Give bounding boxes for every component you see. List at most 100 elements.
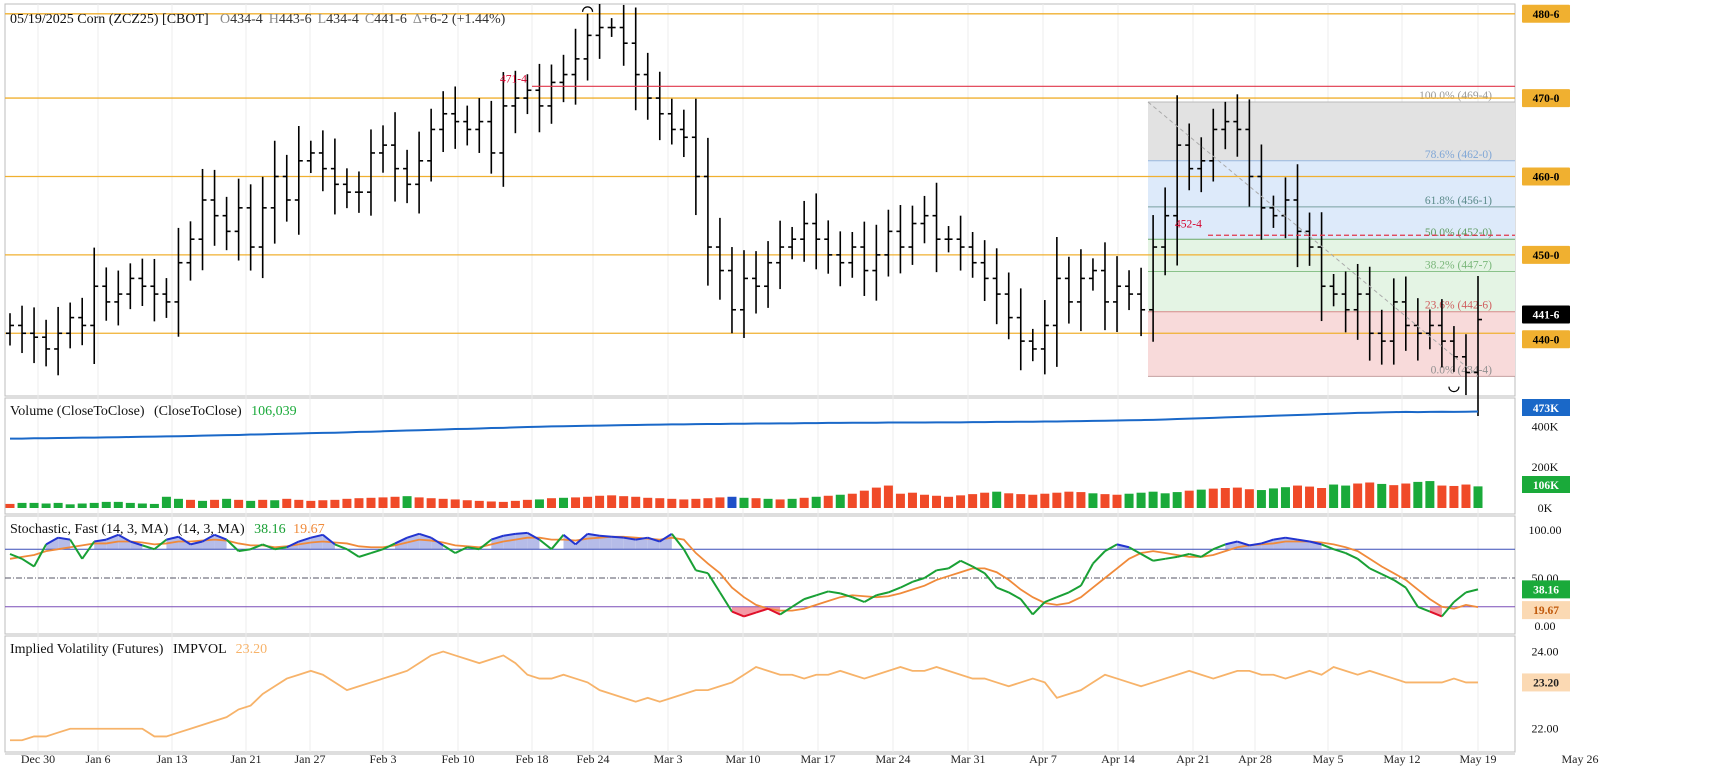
right-price-axis[interactable]: 480-6 470-0 460-0 450-0 440-0 441-6 400K 200K 0K… bbox=[1522, 4, 1570, 736]
stochastic-k-segment bbox=[1321, 543, 1334, 551]
stochastic-k-segment bbox=[803, 594, 817, 601]
stochastic-k-segment bbox=[623, 536, 636, 541]
ohlc-bar bbox=[342, 168, 351, 209]
volume-bar bbox=[1076, 492, 1086, 508]
volume-bar bbox=[631, 496, 641, 508]
overbought-fill bbox=[623, 537, 636, 550]
volume-bar bbox=[282, 498, 292, 508]
ohlc-bar bbox=[1052, 237, 1061, 367]
ohlc-bar bbox=[138, 258, 147, 306]
ohlc-bar bbox=[836, 231, 845, 287]
stochastic-k-segment bbox=[9, 553, 23, 560]
volume-bar bbox=[1112, 494, 1122, 508]
x-tick-label: Jan 21 bbox=[231, 752, 262, 766]
volume-bar bbox=[1052, 492, 1062, 508]
ohlc-bar bbox=[691, 98, 700, 216]
volume-bar bbox=[847, 493, 857, 508]
tag-iv-bg bbox=[1522, 673, 1570, 692]
stochastic-panel[interactable]: Stochastic, Fast (14, 3, MA) (14, 3, MA)… bbox=[5, 522, 1515, 618]
volume-panel[interactable]: Volume (CloseToClose) (CloseToClose) 106… bbox=[5, 404, 1483, 508]
stochastic-k-segment bbox=[996, 586, 1010, 594]
ohlc-bar bbox=[523, 74, 532, 115]
ohlc-bar bbox=[1064, 256, 1073, 324]
tag-450-text: 450-0 bbox=[1533, 250, 1560, 262]
gap-label: 452-4 bbox=[1175, 218, 1202, 230]
overbought-fill bbox=[599, 535, 612, 550]
stochastic-k-segment bbox=[358, 552, 372, 558]
volume-bar bbox=[1208, 488, 1218, 508]
stochastic-k-segment bbox=[117, 533, 131, 543]
ohlc-bar bbox=[860, 221, 869, 296]
ohlc-bar bbox=[306, 140, 315, 174]
stochastic-k-segment bbox=[346, 548, 360, 558]
ohlc-bar bbox=[102, 267, 111, 321]
stochastic-k-segment bbox=[936, 567, 949, 572]
volume-bar bbox=[932, 495, 942, 508]
volume-bar bbox=[1100, 494, 1110, 508]
volume-bar bbox=[1437, 485, 1447, 508]
volume-bar bbox=[1088, 493, 1098, 508]
ohlc-bar bbox=[1028, 328, 1037, 362]
ohlc-bar bbox=[1317, 212, 1326, 322]
volume-value: 106,039 bbox=[251, 404, 297, 419]
volume-bar bbox=[198, 500, 208, 508]
ohlc-bar bbox=[1125, 270, 1134, 311]
overbought-fill bbox=[515, 532, 528, 550]
ohlc-bar bbox=[595, 4, 604, 59]
fib-label: 50.0% (452-0) bbox=[1425, 227, 1492, 239]
stochastic-k-segment bbox=[274, 546, 287, 551]
price-panel[interactable]: 100.0% (469-4) 78.6% (462-0) 61.8% (456-1)… bbox=[5, 4, 1515, 416]
volume-bar bbox=[222, 498, 232, 508]
volume-bar bbox=[1124, 493, 1134, 508]
ohlc-bar bbox=[511, 70, 520, 134]
ohlc-bar bbox=[162, 278, 171, 318]
volume-bar bbox=[17, 502, 27, 508]
x-tick-label: May 19 bbox=[1460, 752, 1497, 766]
volume-bar bbox=[679, 499, 689, 508]
overbought-fill bbox=[190, 541, 203, 550]
fib-label: 100.0% (469-4) bbox=[1419, 90, 1492, 102]
ohlc-bar bbox=[896, 205, 905, 274]
ohlc-bar bbox=[90, 247, 99, 365]
ohlc-bar bbox=[583, 13, 592, 81]
stochastic-k-segment bbox=[635, 536, 648, 541]
volume-bar bbox=[414, 497, 424, 508]
stochastic-k-segment bbox=[707, 572, 721, 593]
volume-bar bbox=[450, 499, 460, 508]
stochastic-k-segment bbox=[33, 543, 47, 567]
x-tick-label: Dec 30 bbox=[21, 752, 55, 766]
stochastic-k-segment bbox=[298, 536, 312, 543]
stochastic-k-segment bbox=[1128, 546, 1142, 555]
stochastic-k-segment bbox=[491, 534, 504, 541]
date-axis[interactable]: Dec 30 Jan 6 Jan 13 Jan 21 Jan 27 Feb 3 Feb 10… bbox=[21, 752, 1599, 766]
ohlc-bar bbox=[884, 209, 893, 277]
stochastic-k-segment bbox=[81, 540, 96, 560]
ohlc-bar bbox=[920, 195, 929, 244]
tag-stoch-k-text: 38.16 bbox=[1533, 584, 1559, 596]
volume-bar bbox=[366, 497, 376, 508]
x-tick-label: Mar 17 bbox=[801, 752, 836, 766]
volume-bar bbox=[1341, 485, 1351, 508]
ohlc-bar bbox=[1197, 137, 1206, 193]
stochastic-k-segment bbox=[1237, 540, 1250, 547]
overbought-fill bbox=[1273, 537, 1286, 550]
ohlc-bar bbox=[1293, 164, 1302, 268]
implied-volatility-panel[interactable]: Implied Volatility (Futures) IMPVOL 23.2… bbox=[10, 642, 1478, 742]
ohlc-bar bbox=[932, 182, 941, 273]
stochastic-k-segment bbox=[923, 569, 938, 579]
volume-bars bbox=[5, 481, 1483, 508]
stochastic-k-segment bbox=[562, 534, 577, 546]
ohlc-key: H bbox=[269, 12, 279, 27]
ohlc-bar bbox=[992, 248, 1001, 325]
stochastic-k-segment bbox=[587, 532, 600, 537]
ohlc-bar bbox=[439, 91, 448, 153]
ohlc-bar bbox=[1413, 298, 1422, 361]
stochastic-k-segment bbox=[972, 565, 986, 575]
ohlc-bar bbox=[1461, 334, 1470, 396]
x-tick-label: Feb 3 bbox=[370, 752, 397, 766]
volume-bar bbox=[1244, 489, 1254, 508]
volume-bar bbox=[534, 499, 544, 508]
volume-bar bbox=[474, 500, 484, 508]
stochastic-k-segment bbox=[214, 533, 227, 541]
volume-bar bbox=[402, 496, 412, 508]
